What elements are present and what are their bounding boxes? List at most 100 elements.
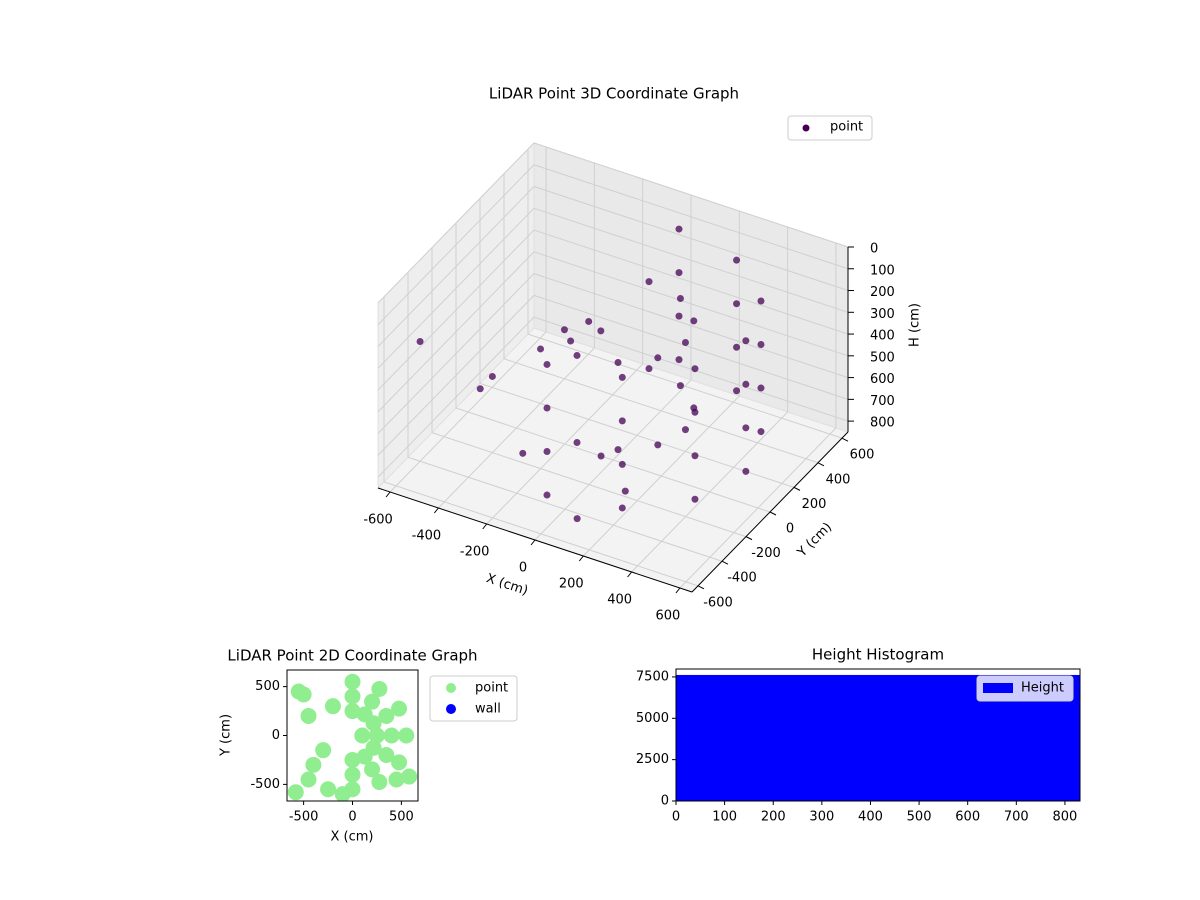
point bbox=[654, 354, 662, 362]
point bbox=[368, 727, 385, 744]
point bbox=[757, 384, 765, 392]
frame bbox=[675, 668, 1081, 802]
z-tick-label: 800 bbox=[870, 416, 895, 431]
point bbox=[476, 385, 484, 393]
point bbox=[742, 424, 750, 432]
grid-line bbox=[377, 316, 535, 478]
y-tick-label: -600 bbox=[703, 595, 733, 610]
z-tick-label: 500 bbox=[870, 350, 895, 365]
y-tick-label: -400 bbox=[727, 571, 757, 586]
point bbox=[365, 739, 382, 756]
y-tick-label: -500 bbox=[250, 777, 280, 792]
point bbox=[354, 727, 371, 744]
point bbox=[742, 467, 750, 475]
point bbox=[645, 278, 653, 286]
point bbox=[618, 373, 626, 381]
point bbox=[676, 382, 684, 390]
point bbox=[742, 337, 750, 345]
y-tick-label: 0 bbox=[786, 522, 794, 537]
grid-line bbox=[377, 229, 535, 391]
x-axis-line bbox=[377, 487, 693, 593]
grid-line bbox=[407, 456, 723, 562]
point bbox=[543, 448, 551, 456]
tick-mark bbox=[530, 539, 536, 546]
tick-mark bbox=[697, 585, 705, 590]
point bbox=[383, 727, 400, 744]
legend-box bbox=[787, 115, 873, 141]
tick-mark bbox=[433, 507, 439, 514]
tick-mark bbox=[578, 555, 584, 562]
point bbox=[573, 351, 581, 359]
grid-line bbox=[455, 407, 771, 513]
z-tick-label: 0 bbox=[870, 242, 878, 257]
point bbox=[391, 700, 408, 717]
x-tick-label: -200 bbox=[460, 545, 490, 560]
point bbox=[344, 688, 361, 705]
legend-marker bbox=[983, 683, 1013, 693]
x-tick-label: 300 bbox=[809, 810, 834, 825]
x-tick-label: 500 bbox=[389, 810, 414, 825]
point bbox=[742, 380, 750, 388]
point bbox=[757, 297, 765, 305]
point bbox=[378, 707, 395, 724]
grid-line bbox=[533, 316, 849, 422]
y-axis-label: Y (cm) bbox=[219, 714, 234, 757]
grid-line bbox=[527, 333, 843, 439]
x-tick-label: 100 bbox=[712, 810, 737, 825]
x-tick-label: 400 bbox=[607, 593, 632, 608]
chart-title: LiDAR Point 3D Coordinate Graph bbox=[489, 85, 739, 103]
point bbox=[416, 338, 424, 346]
z-tick-label: 300 bbox=[870, 307, 895, 322]
x-axis-label: X (cm) bbox=[331, 830, 374, 845]
legend-label: Height bbox=[1021, 681, 1064, 696]
tick-mark bbox=[793, 486, 801, 491]
point bbox=[621, 487, 629, 495]
y-tick-label: 400 bbox=[826, 472, 851, 487]
grid-line bbox=[533, 142, 849, 248]
point bbox=[733, 343, 741, 351]
grid-line bbox=[533, 186, 849, 292]
point bbox=[691, 452, 699, 460]
z-axis-label: H (cm) bbox=[908, 303, 923, 347]
point bbox=[364, 761, 381, 778]
x-tick-label: -600 bbox=[363, 513, 393, 528]
point bbox=[488, 372, 496, 380]
z-tick-label: 400 bbox=[870, 329, 895, 344]
point bbox=[324, 698, 341, 715]
y-tick-label: 0 bbox=[272, 728, 280, 743]
point bbox=[334, 786, 351, 801]
grid-line bbox=[533, 251, 849, 357]
tick-mark bbox=[745, 536, 753, 541]
y-tick-label: 2500 bbox=[636, 752, 669, 767]
x-tick-label: -400 bbox=[412, 529, 442, 544]
y-tick-label: 0 bbox=[661, 794, 669, 809]
point bbox=[398, 727, 415, 744]
frame bbox=[286, 669, 419, 802]
tick-mark bbox=[482, 523, 488, 530]
point bbox=[300, 771, 317, 788]
x-tick-label: 600 bbox=[656, 609, 681, 624]
point bbox=[733, 387, 741, 395]
point bbox=[691, 495, 699, 503]
point bbox=[560, 326, 568, 334]
z-tick-label: 100 bbox=[870, 263, 895, 278]
point bbox=[597, 452, 605, 460]
point bbox=[344, 673, 361, 690]
point bbox=[690, 317, 698, 325]
point bbox=[401, 768, 418, 785]
point bbox=[378, 747, 395, 764]
tick-mark bbox=[769, 511, 777, 516]
point bbox=[305, 756, 322, 773]
point bbox=[654, 441, 662, 449]
point bbox=[675, 356, 683, 364]
point bbox=[388, 771, 405, 788]
x-tick-label: 400 bbox=[858, 810, 883, 825]
point bbox=[573, 439, 581, 447]
point bbox=[757, 428, 765, 436]
y-tick-label: -200 bbox=[751, 546, 781, 561]
point bbox=[675, 312, 683, 320]
point bbox=[681, 339, 689, 347]
z-tick-label: 600 bbox=[870, 372, 895, 387]
point bbox=[618, 504, 626, 512]
point bbox=[537, 345, 545, 353]
